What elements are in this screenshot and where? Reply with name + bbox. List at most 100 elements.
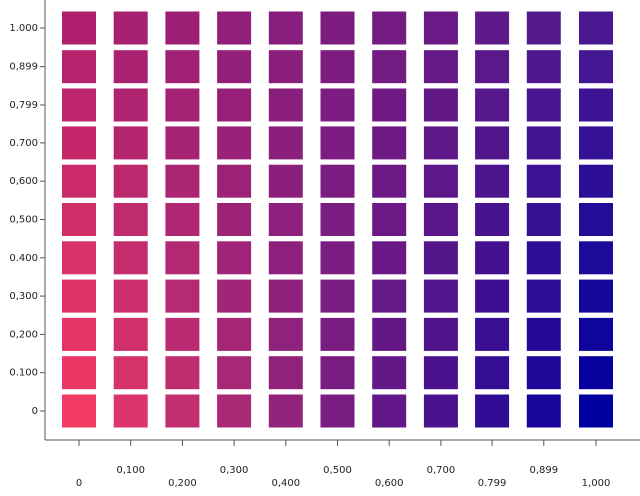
cell [320,11,355,45]
cell [165,241,200,275]
cell [423,317,458,351]
cell [423,50,458,84]
cell [268,11,303,45]
cell [320,356,355,390]
y-tick-label: 0,200 [9,329,38,340]
y-tick-label: 0,600 [9,176,38,187]
x-tick-label: 0,100 [116,465,145,476]
cell [268,394,303,428]
cell [268,50,303,84]
x-tick-label: 0,700 [427,465,456,476]
x-tick-label: 1,000 [582,478,611,489]
cell [579,126,613,160]
cell [165,50,200,84]
cell [62,356,96,390]
x-tick-label: 0,600 [375,478,404,489]
cell [113,317,148,351]
cell [320,279,355,313]
x-tick-label: 0,300 [220,465,249,476]
cell [372,11,407,45]
cell [579,356,613,390]
cell [268,279,303,313]
cell [113,88,148,122]
y-tick-label: 0,300 [9,291,38,302]
cell [526,164,561,198]
y-tick-label: 0.400 [9,253,38,264]
cell [217,317,252,351]
cell [217,241,252,275]
cell [423,11,458,45]
cell [423,279,458,313]
cell [475,164,510,198]
x-tick-label: 0,200 [168,478,197,489]
cell [113,203,148,236]
cell [579,394,613,428]
cell [372,317,407,351]
cell [475,203,510,236]
cell [475,11,510,45]
cell [165,203,200,236]
cell [579,317,613,351]
cell [217,126,252,160]
cell [217,50,252,84]
cell [113,356,148,390]
cell [217,11,252,45]
cell [372,50,407,84]
cell [526,88,561,122]
cell [423,126,458,160]
cell [268,164,303,198]
cell [372,394,407,428]
cell [165,394,200,428]
cell [113,241,148,275]
cell [475,279,510,313]
cell [372,164,407,198]
cell [268,356,303,390]
x-tick-label: 0,500 [323,465,352,476]
cell [217,164,252,198]
y-tick-label: 0,799 [9,100,38,111]
cell [165,317,200,351]
cell [113,394,148,428]
cell [165,11,200,45]
cell [475,394,510,428]
y-tick-label: 0 [32,406,38,417]
cell [423,394,458,428]
cell [320,50,355,84]
cell [579,50,613,84]
cell [423,241,458,275]
cell [113,126,148,160]
cell [475,126,510,160]
cell [423,356,458,390]
cell [165,164,200,198]
x-tick-label: 0.799 [478,478,507,489]
cell [475,356,510,390]
cell [526,394,561,428]
cell [475,50,510,84]
cell [526,203,561,236]
cell [423,164,458,198]
y-tick-label: 0,500 [9,215,38,226]
cell [165,126,200,160]
y-tick-label: 0,899 [9,62,38,73]
cell [372,279,407,313]
cell [62,394,96,428]
cell [62,88,96,122]
cell [62,164,96,198]
cell [526,126,561,160]
y-tick-label: 1.000 [9,23,38,34]
cell [62,241,96,275]
cell [579,279,613,313]
y-tick-label: 0.700 [9,138,38,149]
cell [320,164,355,198]
cell [217,88,252,122]
cell [268,88,303,122]
y-tick-label: 0.100 [9,368,38,379]
cell [579,203,613,236]
cell [320,126,355,160]
cell [372,126,407,160]
cell [165,356,200,390]
x-tick-label: 0,899 [529,465,558,476]
cell [268,203,303,236]
cell [62,126,96,160]
cell [62,317,96,351]
